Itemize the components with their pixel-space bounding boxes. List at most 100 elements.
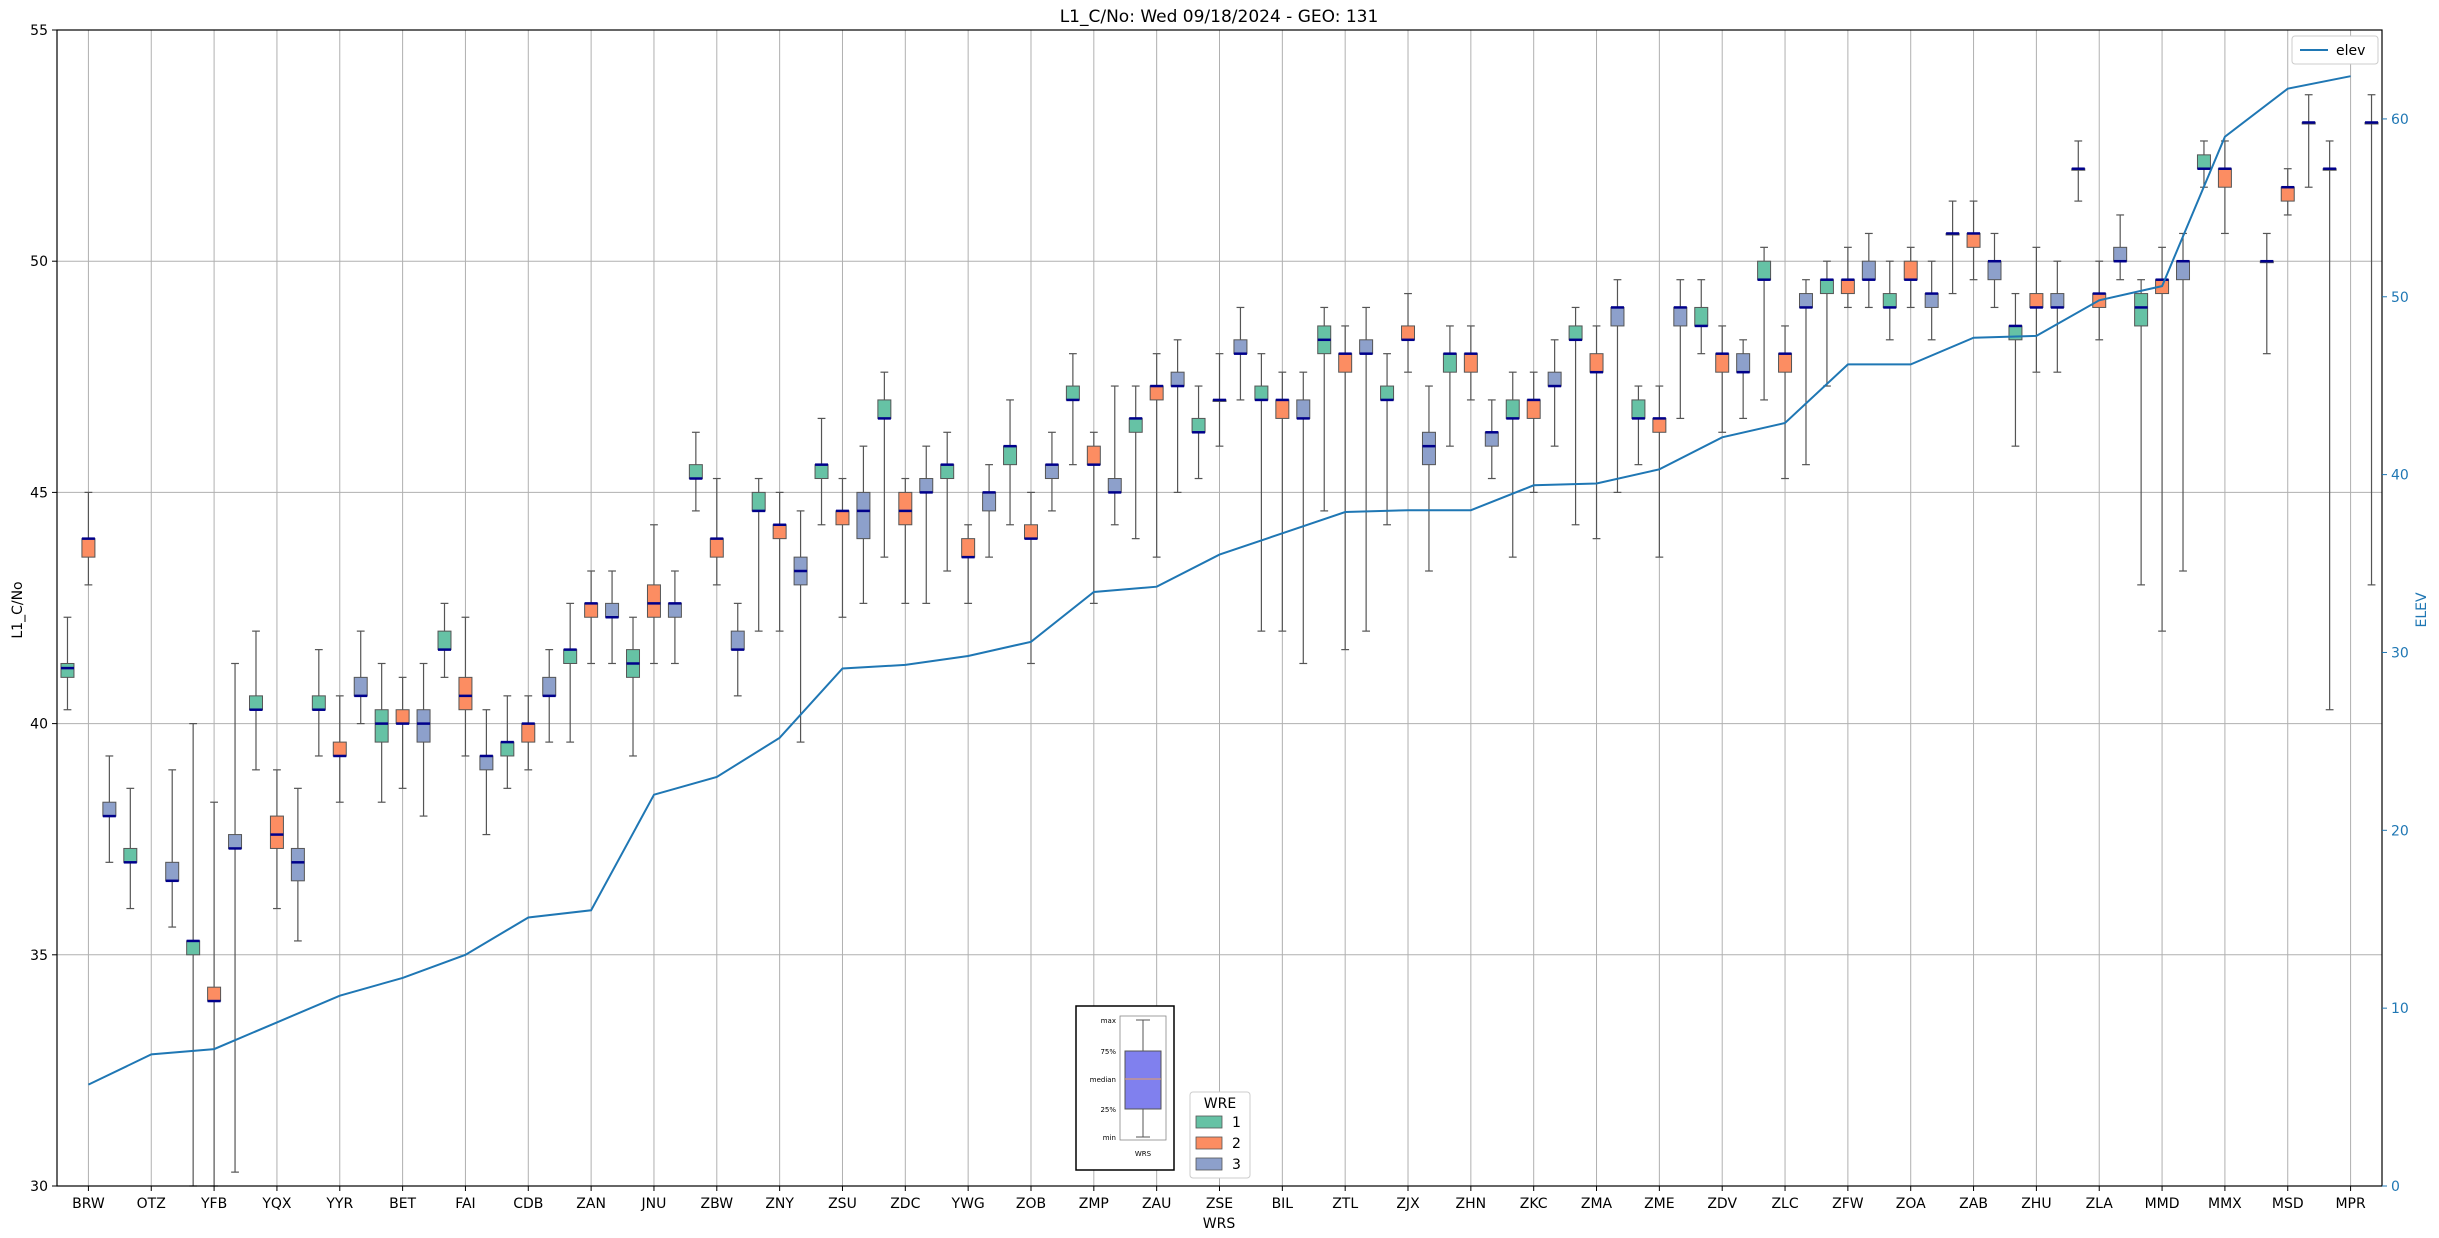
box-plot-ZNY-wre1 [751,477,766,632]
iqr-box [1568,325,1583,341]
iqr-box [1484,431,1499,447]
x-tick-label: MPR [2335,1196,2366,1212]
wre-legend-swatch-2 [1195,1136,1223,1150]
iqr-box [1149,385,1164,401]
box-plot-MMD-wre3 [2176,232,2191,572]
box-plot-ZAN-wre3 [605,570,620,665]
iqr-box [1401,325,1416,341]
y-tick-label: 50 [30,254,48,270]
y2-tick-label: 50 [2391,290,2409,306]
box-plot-ZAB-wre1 [1945,200,1960,295]
iqr-box [1903,260,1918,281]
iqr-box [165,861,180,882]
iqr-box [416,709,431,743]
x-tick-label: JNU [641,1196,667,1212]
x-tick-label: ZDV [1707,1196,1737,1212]
iqr-box [102,801,117,817]
iqr-box [1673,306,1688,327]
iqr-box [961,538,976,558]
iqr-box [1547,371,1562,387]
iqr-box [1380,385,1395,401]
x-tick-label: ZAU [1142,1196,1171,1212]
x-tick-label: YQX [261,1196,292,1212]
iqr-box [353,676,368,697]
y2-tick-label: 0 [2391,1179,2400,1195]
iqr-box [646,584,661,618]
box-plot-ZLC-wre3 [1798,279,1813,466]
box-plot-BRW-wre2 [81,491,96,586]
iqr-box [1589,353,1604,373]
iqr-box [898,491,913,526]
iqr-box [1170,371,1185,387]
x-tick-label: BET [389,1196,416,1212]
wre-legend-label-3: 3 [1232,1157,1241,1173]
iqr-box [1840,279,1855,295]
iqr-box [730,630,745,651]
iqr-box [688,464,703,480]
iqr-box [1086,445,1101,466]
iqr-box [1003,445,1018,466]
box-plot-ZHN-wre3 [1484,399,1499,480]
box-plot-OTZ-wre1 [123,787,138,910]
iqr-box [1861,260,1876,281]
box-plot-JNU-wre2 [646,524,661,665]
box-plot-MSD-wre2 [2280,168,2295,216]
iqr-box [248,695,263,711]
iqr-box [479,755,494,771]
box-plot-MMX-wre1 [2196,140,2211,188]
iqr-box [2280,186,2295,202]
key-xlabel: WRS [1135,1150,1152,1158]
box-plot-ZFW-wre2 [1840,246,1855,309]
box-plot-ZNY-wre3 [793,510,808,743]
iqr-box [521,723,536,743]
box-plot-YQX-wre1 [248,630,263,771]
iqr-box [395,709,410,725]
box-plot-MSD-wre1 [2259,232,2274,355]
box-plot-CDB-wre1 [500,695,515,789]
iqr-box [1296,399,1311,419]
box-plot-YFB-wre3 [228,662,243,1173]
iqr-box [2196,154,2211,170]
x-tick-label: ZHU [2021,1196,2051,1212]
x-tick-label: ZNY [765,1196,794,1212]
x-tick-label: ZME [1644,1196,1675,1212]
box-plot-ZDC-wre1 [877,371,892,558]
elev-legend-label: elev [2336,43,2365,59]
x-axis-label: WRS [1203,1216,1236,1232]
iqr-box [437,630,452,651]
box-plot-ZOB-wre3 [1044,431,1059,512]
box-plot-ZNY-wre2 [772,491,787,632]
y-axis-label: L1_C/No [10,581,26,638]
box-plot-CDB-wre3 [542,649,557,743]
box-plot-ZOA-wre1 [1882,260,1897,341]
box-plot-ZLA-wre2 [2092,260,2107,341]
iqr-box [2113,246,2128,262]
x-tick-label: ZAB [1959,1196,1988,1212]
x-tick-label: ZJX [1396,1196,1420,1212]
wre-legend-title: WRE [1204,1096,1236,1112]
iqr-box [332,741,347,757]
box-plot-YWG-wre2 [961,524,976,604]
y-tick-label: 35 [30,948,48,964]
box-plot-YYR-wre2 [332,695,347,803]
box-plot-YWG-wre1 [940,431,955,572]
box-plot-ZOA-wre2 [1903,246,1918,309]
box-plot-OTZ-wre3 [165,769,180,928]
x-tick-label: OTZ [137,1196,166,1212]
box-plots [60,94,2379,1187]
wre-legend-swatch-3 [1195,1157,1223,1171]
box-plot-YQX-wre2 [269,769,284,910]
x-tick-label: ZLC [1771,1196,1798,1212]
box-plot-ZSU-wre1 [814,417,829,526]
iqr-box [1652,417,1667,433]
box-plot-ZHN-wre1 [1442,325,1457,447]
iqr-box [2029,293,2044,308]
x-tick-label: BRW [72,1196,105,1212]
box-plot-ZME-wre3 [1673,279,1688,420]
box-plot-YFB-wre1 [186,722,201,1187]
iqr-box [1819,279,1834,295]
box-plot-ZTL-wre1 [1317,306,1332,512]
box-plot-ZBW-wre3 [730,602,745,697]
iqr-box [228,834,243,849]
box-plot-ZAB-wre2 [1966,200,1981,281]
